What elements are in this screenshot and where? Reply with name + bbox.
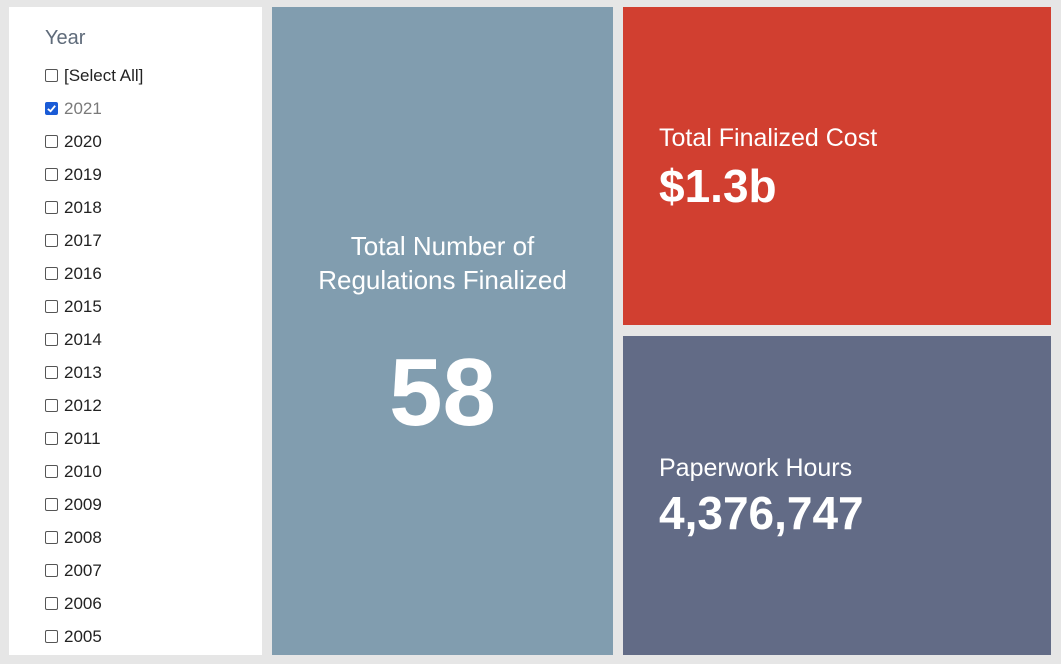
year-option-label: 2009 [64, 494, 102, 514]
checkbox-unchecked[interactable] [45, 168, 58, 181]
year-option[interactable]: 2013 [45, 356, 143, 389]
checkbox-unchecked[interactable] [45, 630, 58, 643]
year-option[interactable]: [Select All] [45, 59, 143, 92]
checkbox-checked[interactable] [45, 102, 58, 115]
year-option[interactable]: 2017 [45, 224, 143, 257]
year-option-label: 2016 [64, 263, 102, 283]
year-filter-panel: Year [Select All] 2021 2020 2019 2018 2017 201… [9, 7, 262, 655]
checkbox-unchecked[interactable] [45, 564, 58, 577]
paperwork-hours-card: Paperwork Hours 4,376,747 [623, 336, 1051, 655]
year-option-label: 2013 [64, 362, 102, 382]
checkbox-unchecked[interactable] [45, 267, 58, 280]
checkbox-unchecked[interactable] [45, 135, 58, 148]
year-option-label: 2005 [64, 626, 102, 646]
checkbox-unchecked[interactable] [45, 234, 58, 247]
regulations-count-value: 58 [389, 339, 496, 446]
year-option-label: 2010 [64, 461, 102, 481]
checkbox-unchecked[interactable] [45, 498, 58, 511]
checkbox-unchecked[interactable] [45, 333, 58, 346]
paperwork-hours-value: 4,376,747 [659, 487, 864, 539]
checkbox-unchecked[interactable] [45, 597, 58, 610]
year-option[interactable]: 2014 [45, 323, 143, 356]
finalized-cost-card: Total Finalized Cost $1.3b [623, 7, 1051, 325]
checkbox-unchecked[interactable] [45, 465, 58, 478]
checkmark-icon [47, 105, 56, 113]
checkbox-unchecked[interactable] [45, 399, 58, 412]
year-option-label: 2006 [64, 593, 102, 613]
year-option-label: [Select All] [64, 65, 144, 85]
year-option-label: 2015 [64, 296, 102, 316]
checkbox-unchecked[interactable] [45, 366, 58, 379]
year-option-label: 2008 [64, 527, 102, 547]
year-option-label: 2007 [64, 560, 102, 580]
year-option[interactable]: 2012 [45, 389, 143, 422]
year-option-label: 2017 [64, 230, 102, 250]
year-option-label: 2011 [64, 428, 101, 448]
checkbox-unchecked[interactable] [45, 432, 58, 445]
year-option[interactable]: 2007 [45, 554, 143, 587]
year-option[interactable]: 2006 [45, 587, 143, 620]
year-option-label: 2020 [64, 131, 102, 151]
year-option[interactable]: 2021 [45, 92, 143, 125]
year-option[interactable]: 2020 [45, 125, 143, 158]
paperwork-hours-label: Paperwork Hours [659, 454, 853, 482]
filter-title: Year [45, 27, 86, 49]
regulations-count-label: Total Number of Regulations Finalized [318, 231, 567, 295]
checkbox-unchecked[interactable] [45, 69, 58, 82]
year-option-label: 2012 [64, 395, 102, 415]
finalized-cost-value: $1.3b [659, 160, 777, 212]
year-option[interactable]: 2008 [45, 521, 143, 554]
year-option[interactable]: 2010 [45, 455, 143, 488]
year-option[interactable]: 2016 [45, 257, 143, 290]
year-option[interactable]: 2011 [45, 422, 143, 455]
year-option[interactable]: 2005 [45, 620, 143, 653]
year-checkbox-list: [Select All] 2021 2020 2019 2018 2017 2016 2015… [45, 59, 143, 653]
finalized-cost-label: Total Finalized Cost [659, 124, 878, 152]
year-option[interactable]: 2015 [45, 290, 143, 323]
year-option[interactable]: 2019 [45, 158, 143, 191]
checkbox-unchecked[interactable] [45, 531, 58, 544]
checkbox-unchecked[interactable] [45, 201, 58, 214]
year-option-label: 2019 [64, 164, 102, 184]
year-option-label: 2014 [64, 329, 102, 349]
checkbox-unchecked[interactable] [45, 300, 58, 313]
regulations-count-card: Total Number of Regulations Finalized 58 [272, 7, 613, 655]
year-option[interactable]: 2018 [45, 191, 143, 224]
year-option-label: 2021 [64, 98, 102, 118]
year-option[interactable]: 2009 [45, 488, 143, 521]
year-option-label: 2018 [64, 197, 102, 217]
